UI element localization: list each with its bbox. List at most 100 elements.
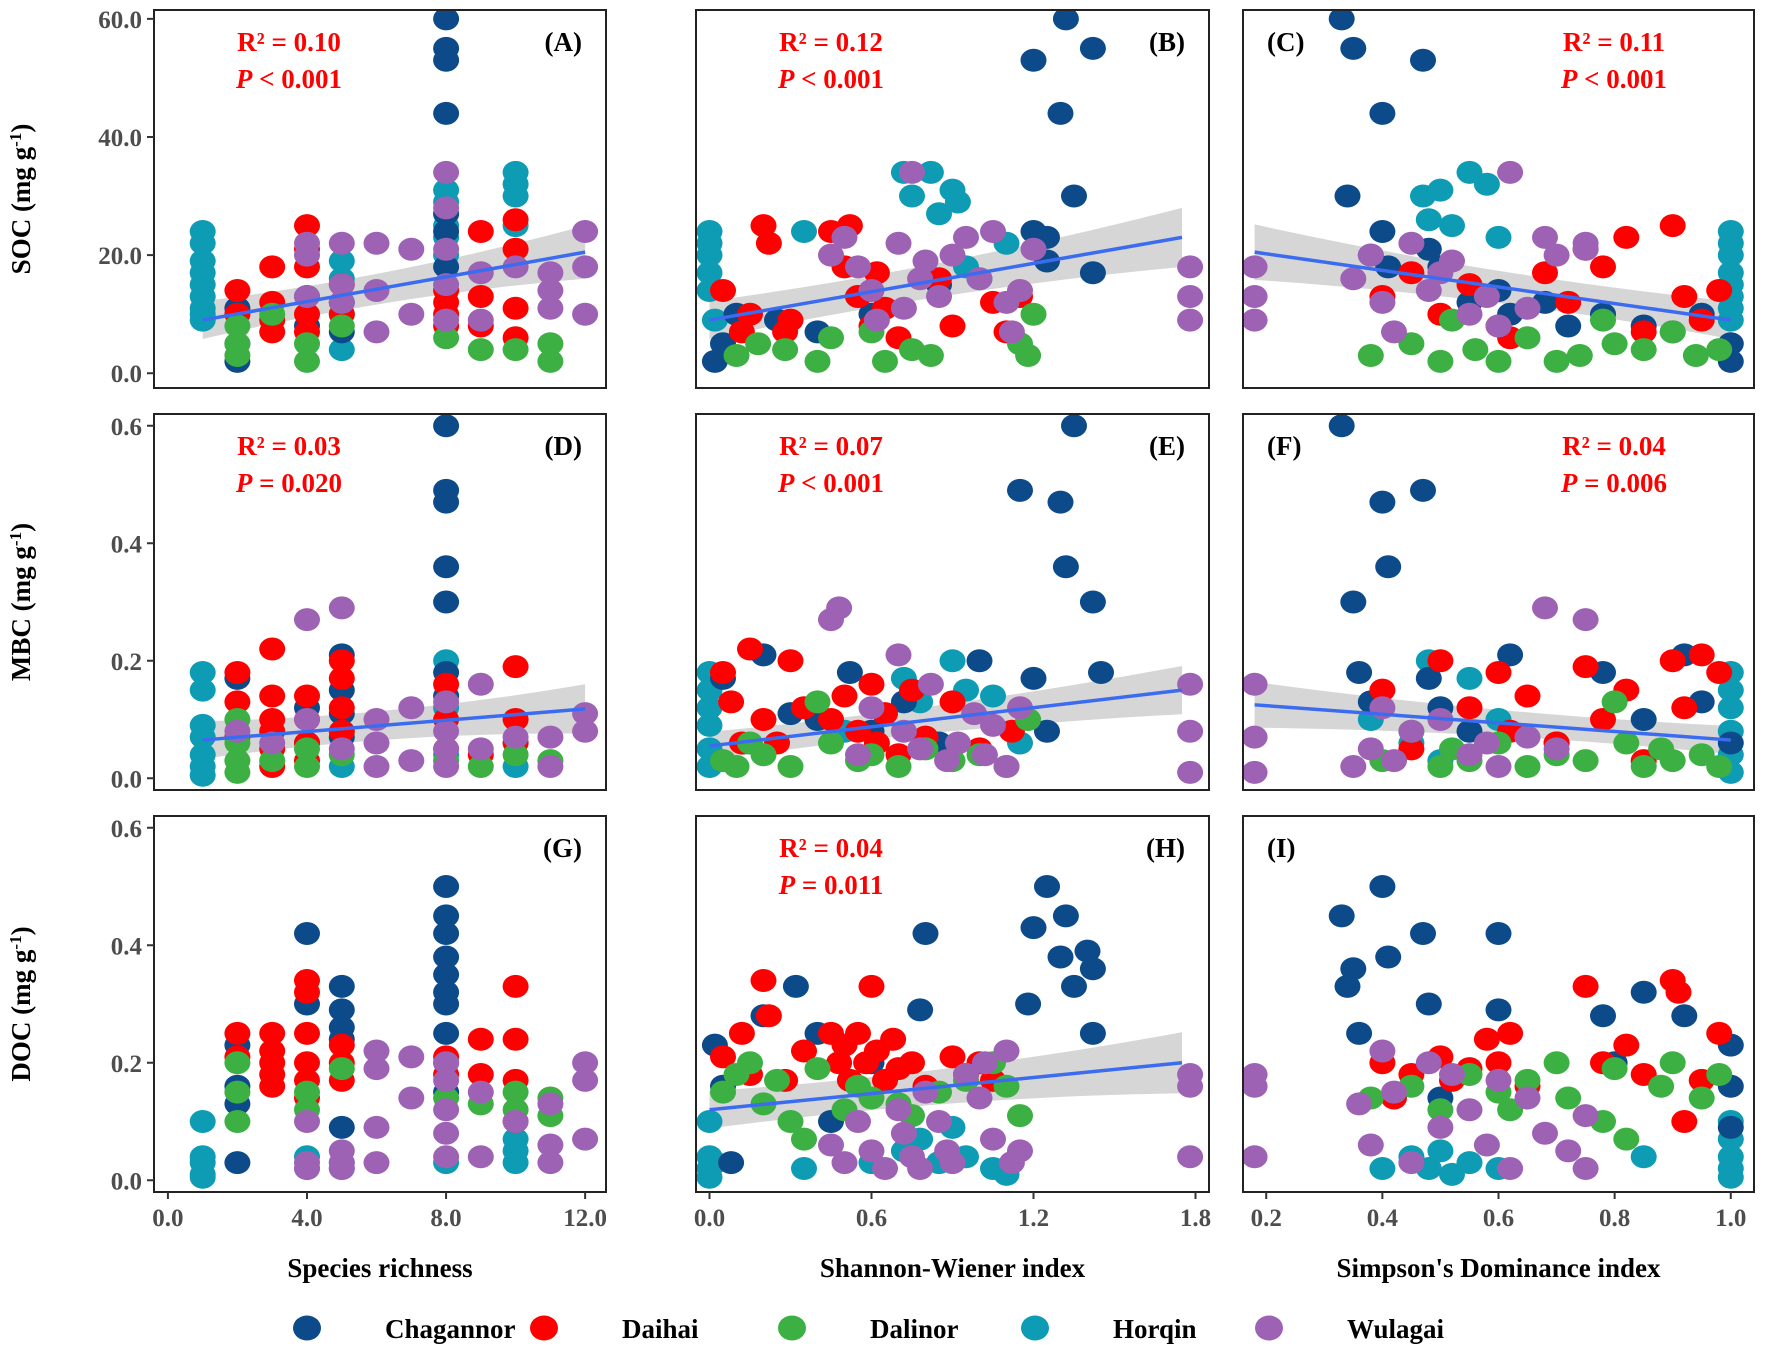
point-daihai [1688, 643, 1715, 667]
point-wulagai [971, 743, 998, 767]
confidence-band [709, 1032, 1182, 1129]
point-wulagai [1514, 725, 1541, 749]
point-wulagai [1243, 1074, 1268, 1098]
p-value: P < 0.001 [235, 64, 342, 94]
point-chagannor [433, 945, 460, 969]
legend-label-chagannor: Chagannor [385, 1314, 516, 1344]
point-daihai [750, 969, 777, 992]
point-chagannor [1630, 980, 1657, 1004]
point-daihai [1671, 696, 1698, 720]
point-dalinor [1485, 349, 1512, 373]
y-tick-label: 0.0 [111, 766, 142, 793]
point-wulagai [1439, 1063, 1465, 1086]
point-wulagai [363, 320, 390, 344]
point-daihai [939, 690, 966, 714]
p-symbol: P [1560, 64, 1578, 94]
point-horqin [926, 202, 952, 226]
point-wulagai [572, 1051, 599, 1075]
point-horqin [189, 1110, 216, 1133]
point-dalinor [1566, 344, 1593, 367]
point-chagannor [224, 1151, 251, 1175]
p-rest: < 0.001 [794, 64, 884, 94]
point-wulagai [328, 737, 355, 761]
y-tick-label: 0.0 [111, 1168, 142, 1195]
point-dalinor [1555, 1086, 1582, 1110]
point-daihai [1590, 708, 1616, 731]
point-wulagai [572, 1127, 599, 1151]
point-wulagai [537, 755, 564, 778]
point-chagannor [1415, 992, 1442, 1016]
panel-label: (E) [1149, 431, 1185, 461]
point-horqin [791, 1157, 817, 1180]
points [189, 414, 599, 787]
point-chagannor [328, 974, 355, 998]
point-wulagai [1340, 755, 1367, 778]
point-horqin [1485, 225, 1512, 249]
point-chagannor [1340, 590, 1367, 614]
x-tick-label: 0.4 [1367, 1205, 1399, 1232]
point-dalinor [467, 338, 494, 362]
point-wulagai [572, 255, 599, 279]
point-horqin [696, 243, 723, 267]
point-wulagai [363, 1057, 390, 1081]
point-wulagai [433, 308, 460, 332]
p-value: P = 0.011 [778, 870, 884, 900]
point-wulagai [537, 279, 564, 302]
point-chagannor [1555, 314, 1582, 338]
point-wulagai [1177, 719, 1204, 743]
point-daihai [718, 690, 745, 714]
point-wulagai [1243, 725, 1268, 749]
point-horqin [328, 338, 355, 362]
point-daihai [328, 1033, 355, 1057]
point-chagannor [1328, 904, 1355, 928]
point-chagannor [1052, 904, 1079, 928]
point-chagannor [1061, 184, 1087, 208]
point-chagannor [1340, 36, 1367, 60]
fit-line [1254, 703, 1731, 742]
point-chagannor [1061, 974, 1087, 998]
x-tick-label: 0.6 [1483, 1205, 1514, 1232]
point-horqin [1473, 172, 1500, 196]
point-chagannor [1334, 184, 1361, 208]
point-daihai [1613, 1033, 1640, 1057]
point-chagannor [1034, 875, 1060, 898]
point-daihai [1659, 649, 1686, 673]
point-wulagai [1427, 1115, 1454, 1139]
point-daihai [328, 719, 355, 743]
x-tick-label: 0.6 [856, 1205, 887, 1232]
point-daihai [467, 1063, 494, 1086]
x-tick-label: 1.0 [1715, 1205, 1746, 1232]
point-daihai [1485, 661, 1512, 684]
x-tick-label: 1.2 [1018, 1205, 1049, 1232]
x-tick-label: 1.8 [1180, 1205, 1211, 1232]
point-wulagai [328, 273, 355, 297]
p-value: P < 0.001 [777, 64, 884, 94]
point-daihai [939, 314, 966, 338]
points [696, 875, 1204, 1189]
y-tick-label: 0.6 [111, 816, 142, 843]
point-daihai [328, 666, 355, 690]
point-wulagai [363, 755, 390, 778]
point-wulagai [537, 1151, 564, 1175]
y-axis-title-main: SOC (mg g [6, 146, 36, 274]
point-daihai [1665, 980, 1692, 1004]
point-wulagai [1543, 243, 1570, 267]
panel-label: (F) [1267, 431, 1301, 461]
fit-line [709, 1061, 1183, 1112]
point-wulagai [1398, 231, 1425, 255]
point-wulagai [328, 596, 355, 620]
point-wulagai [328, 1157, 355, 1180]
point-daihai [467, 1027, 494, 1051]
point-wulagai [980, 1127, 1006, 1151]
point-chagannor [1088, 661, 1114, 684]
point-daihai [259, 320, 286, 344]
point-chagannor [782, 974, 809, 998]
point-daihai [502, 237, 529, 261]
point-dalinor [1427, 1098, 1454, 1122]
point-wulagai [363, 1039, 390, 1063]
point-wulagai [926, 285, 952, 308]
point-wulagai [1572, 608, 1599, 632]
point-daihai [1688, 308, 1715, 332]
point-wulagai [398, 1045, 425, 1069]
y-tick-label: 0.4 [111, 933, 143, 960]
